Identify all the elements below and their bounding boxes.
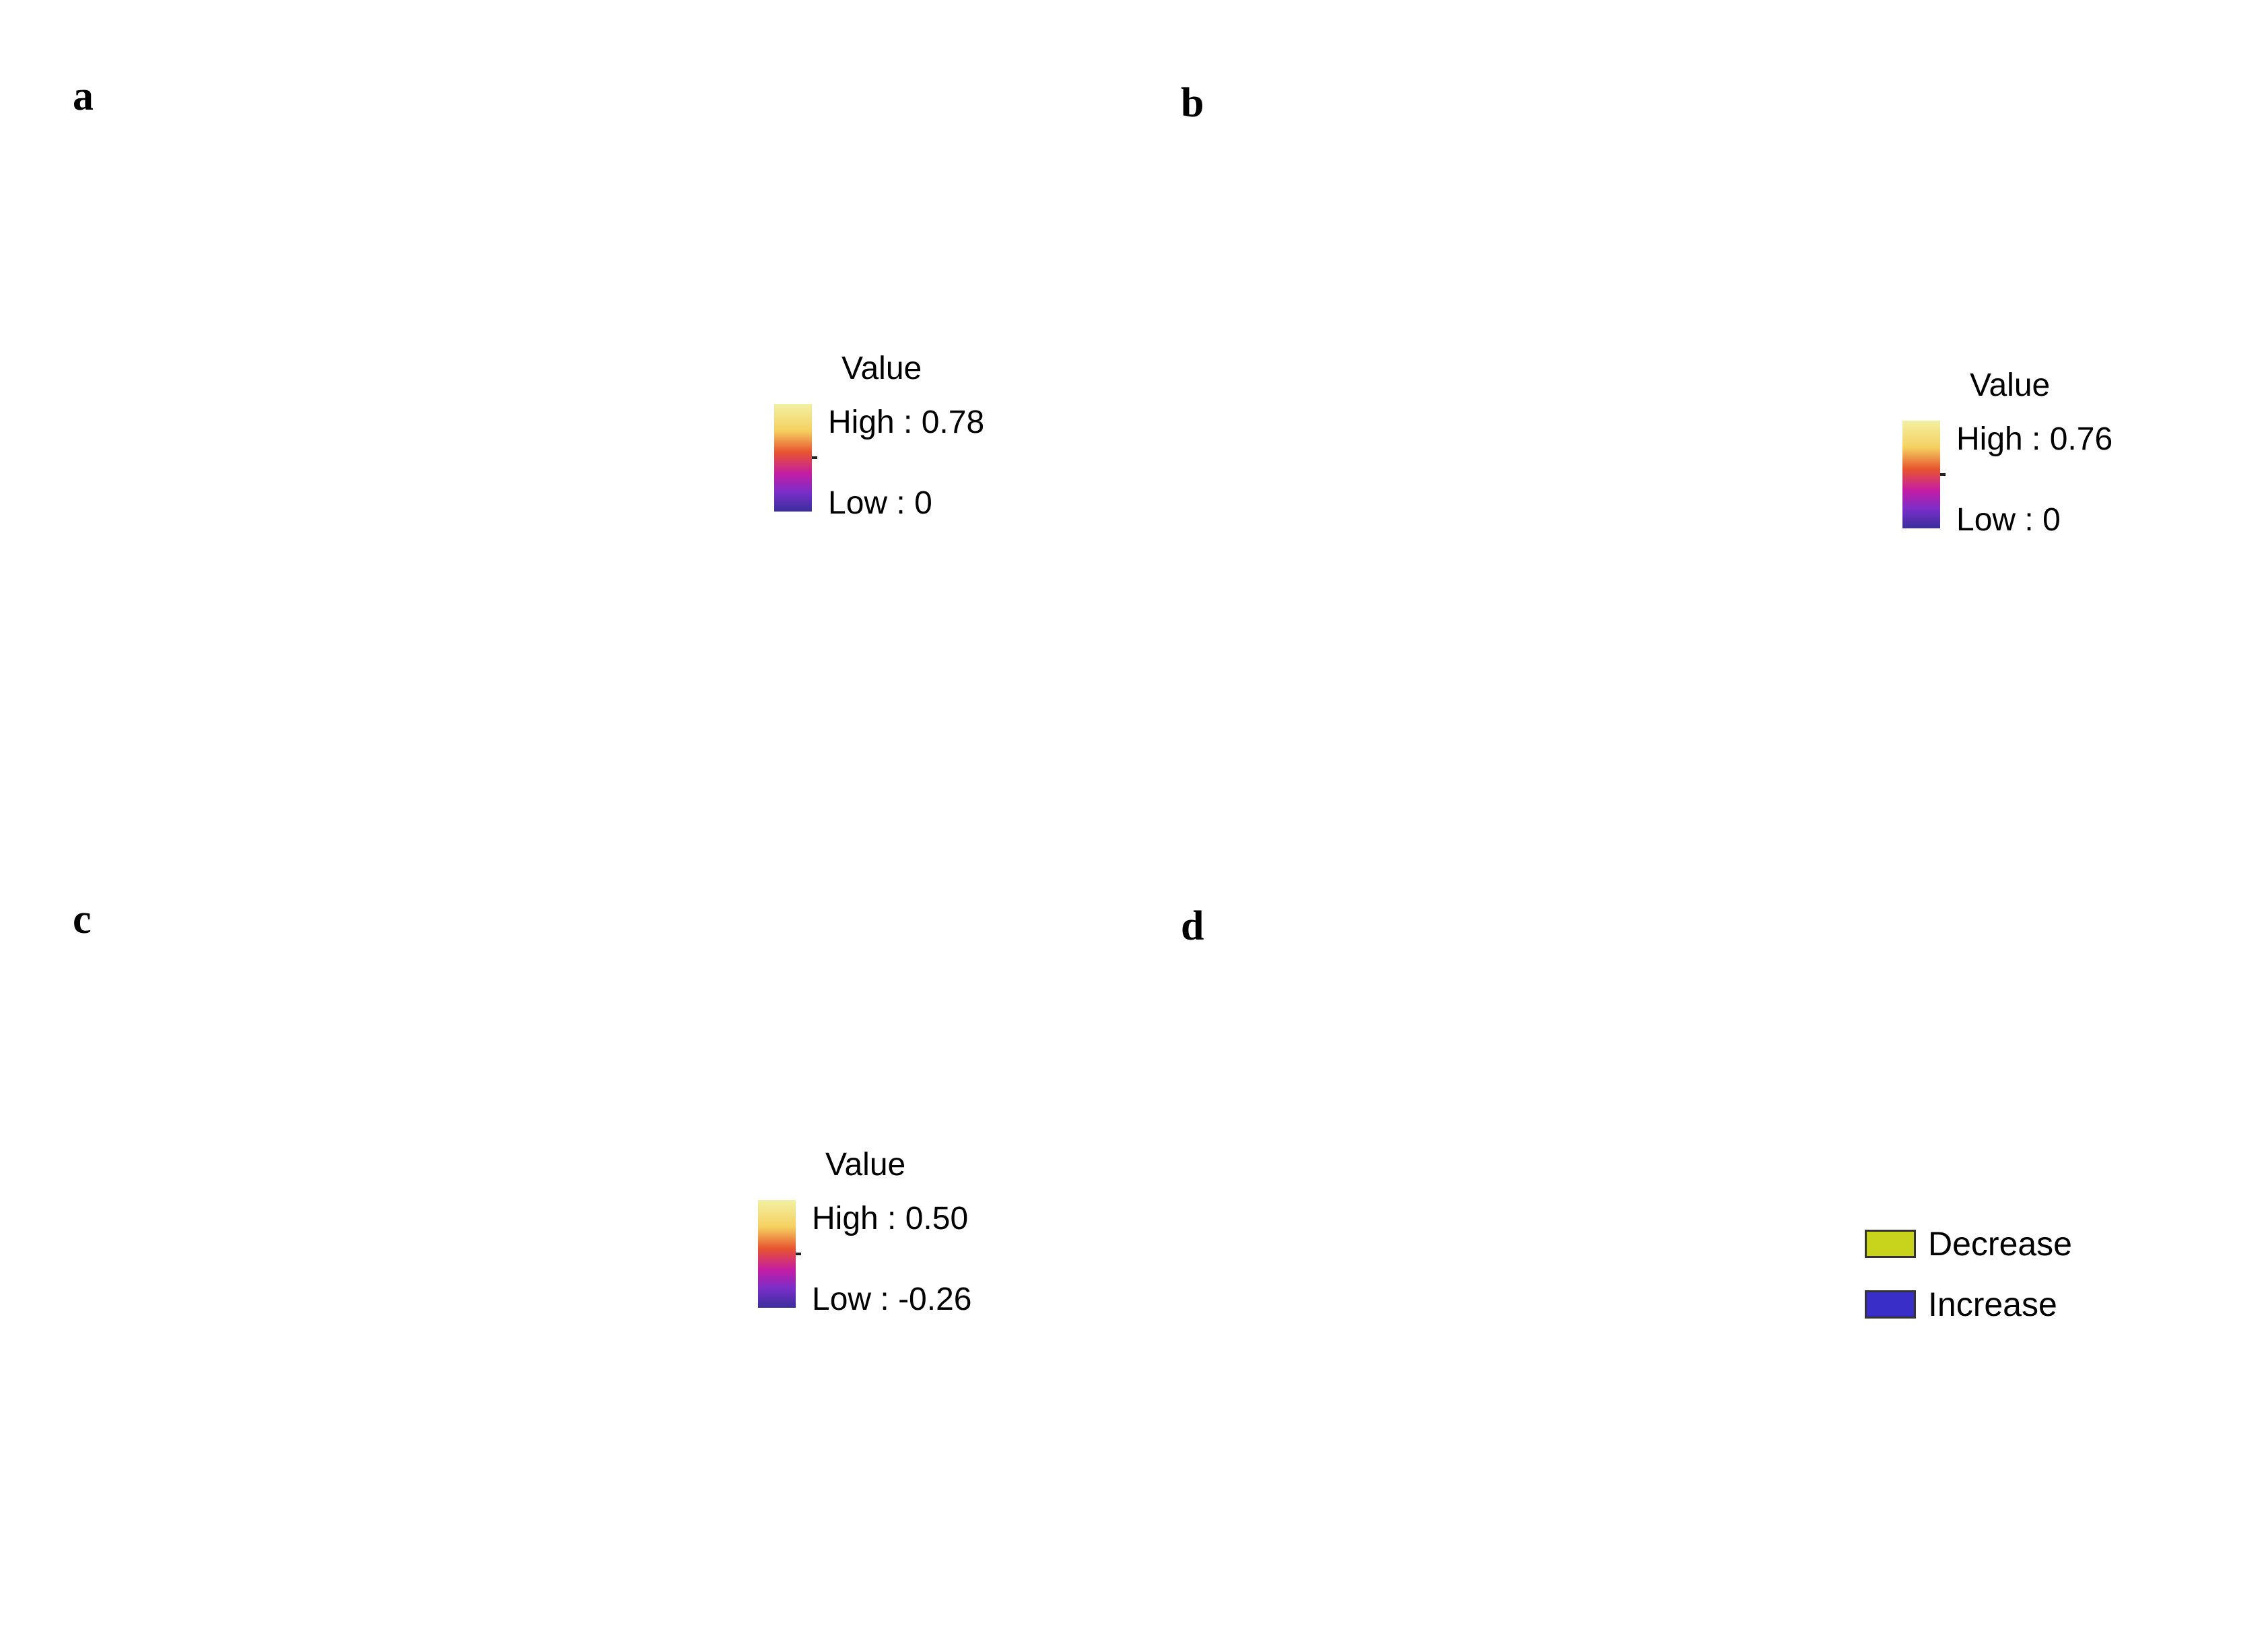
legend-low: Low : 0 — [1956, 502, 2061, 538]
panel-c: c Value High : 0.50 Low : -0.26 — [0, 823, 1134, 1646]
legend-low: Low : -0.26 — [812, 1282, 972, 1317]
panel-label: a — [73, 73, 94, 119]
legend-low: Low : 0 — [828, 485, 932, 521]
panel-b: b Value High : 0.76 Low : 0 — [1134, 0, 2267, 823]
increase-swatch — [1865, 1290, 1916, 1319]
map-b — [1161, 27, 2143, 774]
panel-label: b — [1181, 80, 1204, 126]
legend-high: High : 0.78 — [828, 405, 985, 440]
legend-label: Decrease — [1928, 1225, 2072, 1263]
panel-label: c — [73, 897, 92, 942]
color-ramp — [758, 1200, 796, 1308]
panel-d: d Decrease Increase — [1134, 823, 2267, 1646]
legend-title: Value — [825, 1147, 906, 1183]
map-a — [27, 27, 1010, 774]
legend-title: Value — [1970, 367, 2051, 403]
legend-high: High : 0.50 — [812, 1201, 969, 1236]
map-d — [1161, 850, 2143, 1597]
ramp-tick — [796, 1253, 801, 1255]
decrease-swatch — [1865, 1230, 1916, 1258]
legend-item-increase: Increase — [1865, 1285, 2057, 1324]
legend-high: High : 0.76 — [1956, 421, 2113, 457]
color-ramp — [1902, 421, 1940, 528]
legend-item-decrease: Decrease — [1865, 1224, 2072, 1263]
map-c — [27, 850, 1010, 1597]
legend-title: Value — [841, 351, 922, 386]
ramp-tick — [1940, 473, 1946, 476]
panel-label: d — [1181, 903, 1204, 949]
panel-a: a Value High : 0.78 Low : 0 — [0, 0, 1134, 823]
legend-label: Increase — [1928, 1286, 2057, 1323]
color-ramp — [774, 404, 812, 512]
ramp-tick — [812, 456, 817, 459]
